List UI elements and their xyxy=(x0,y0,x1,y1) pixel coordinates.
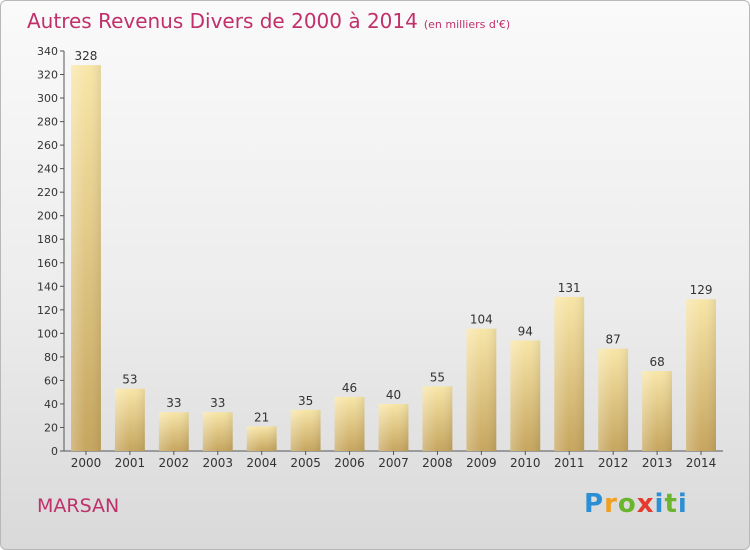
chart-title-text: Autres Revenus Divers de 2000 à 2014 xyxy=(27,9,418,33)
x-tick-label: 2010 xyxy=(510,456,541,470)
bar-value-label: 40 xyxy=(386,388,401,402)
y-tick-label: 140 xyxy=(37,280,58,293)
y-tick-label: 280 xyxy=(37,116,58,129)
bar-highlight xyxy=(422,386,453,451)
bar-value-label: 33 xyxy=(210,396,225,410)
y-tick-label: 80 xyxy=(44,351,58,364)
x-tick-label: 2008 xyxy=(422,456,453,470)
bar-value-label: 53 xyxy=(122,373,137,387)
bar-value-label: 131 xyxy=(558,281,581,295)
bar-value-label: 55 xyxy=(430,370,445,384)
x-tick-label: 2007 xyxy=(378,456,409,470)
y-tick-label: 260 xyxy=(37,139,58,152)
y-tick-label: 100 xyxy=(37,327,58,340)
y-tick-label: 180 xyxy=(37,233,58,246)
y-tick-label: 200 xyxy=(37,210,58,223)
y-tick-label: 340 xyxy=(37,45,58,58)
x-tick-label: 2003 xyxy=(202,456,233,470)
x-tick-label: 2002 xyxy=(159,456,190,470)
x-tick-label: 2014 xyxy=(686,456,717,470)
y-tick-label: 300 xyxy=(37,92,58,105)
bar-highlight xyxy=(290,409,321,451)
x-tick-label: 2000 xyxy=(71,456,102,470)
y-tick-label: 40 xyxy=(44,398,58,411)
y-tick-label: 120 xyxy=(37,304,58,317)
chart-subtitle: (en milliers d'€) xyxy=(423,18,511,31)
x-tick-label: 2001 xyxy=(115,456,146,470)
y-tick-label: 20 xyxy=(44,421,58,434)
bar-value-label: 35 xyxy=(298,394,313,408)
bar-value-label: 46 xyxy=(342,381,357,395)
bar-value-label: 94 xyxy=(518,324,533,338)
y-tick-label: 220 xyxy=(37,186,58,199)
x-tick-label: 2004 xyxy=(246,456,277,470)
bar-highlight xyxy=(114,388,145,451)
bar-highlight xyxy=(554,296,585,451)
bar-highlight xyxy=(686,299,716,451)
bar-highlight xyxy=(158,412,189,451)
x-tick-label: 2006 xyxy=(334,456,365,470)
bar-highlight xyxy=(642,371,673,451)
bar-value-label: 328 xyxy=(75,49,98,63)
bar-value-label: 68 xyxy=(649,355,664,369)
y-tick-label: 240 xyxy=(37,163,58,176)
bar-highlight xyxy=(71,65,101,451)
chart-labels: 328 2000 53 2001 33 2002 33 2003 21 2004 35 2005 46 2… xyxy=(71,49,717,470)
bar-value-label: 33 xyxy=(166,396,181,410)
bar-value-label: 129 xyxy=(690,283,713,297)
bar-highlight xyxy=(202,412,233,451)
y-tick-label: 320 xyxy=(37,69,58,82)
city-name: MARSAN xyxy=(37,495,120,517)
bar-highlight xyxy=(466,328,497,451)
proxiti-logo: Proxiti xyxy=(584,489,688,519)
x-tick-label: 2005 xyxy=(290,456,321,470)
chart-axes: 0 20 40 60 80 100 120 140 160 180 200 220 240 260 280 3… xyxy=(37,45,723,458)
bar-highlight xyxy=(334,396,365,451)
chart-title: Autres Revenus Divers de 2000 à 2014 (en … xyxy=(27,9,510,33)
y-tick-label: 160 xyxy=(37,257,58,270)
x-tick-label: 2009 xyxy=(466,456,497,470)
x-tick-label: 2011 xyxy=(554,456,585,470)
chart-bars xyxy=(71,65,716,451)
x-tick-label: 2013 xyxy=(642,456,673,470)
y-tick-label: 60 xyxy=(44,374,58,387)
bar-value-label: 104 xyxy=(470,313,493,327)
bar-highlight xyxy=(510,340,541,451)
bar-highlight xyxy=(598,348,629,451)
bar-value-label: 21 xyxy=(254,410,269,424)
bar-value-label: 87 xyxy=(606,333,621,347)
x-tick-label: 2012 xyxy=(598,456,629,470)
y-tick-label: 0 xyxy=(51,445,58,458)
bar-highlight xyxy=(378,403,409,451)
bar-highlight xyxy=(246,426,277,451)
